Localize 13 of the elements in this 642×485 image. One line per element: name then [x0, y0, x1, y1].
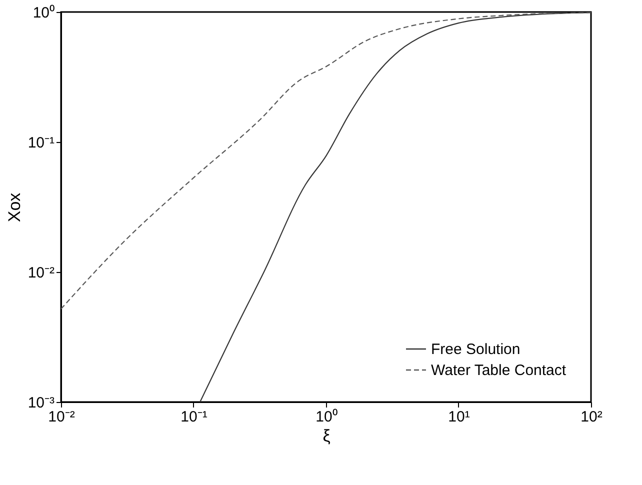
x-axis-title: ξ — [322, 426, 331, 446]
x-tick-label: 10⁻² — [48, 408, 75, 426]
x-tick-label: 10⁻¹ — [180, 408, 208, 426]
y-tick-label: 10⁻¹ — [28, 134, 54, 152]
x-tick-label: 10² — [580, 408, 602, 426]
legend-label: Water Table Contact — [431, 362, 567, 379]
y-tick-label: 10⁰ — [32, 4, 54, 22]
y-axis-title: Xox — [4, 192, 24, 222]
x-tick-label: 10⁰ — [316, 408, 338, 426]
y-tick-label: 10⁻² — [28, 264, 54, 282]
y-tick-label: 10⁻³ — [28, 394, 54, 412]
x-tick-label: 10¹ — [448, 408, 470, 426]
legend-label: Free Solution — [431, 341, 520, 358]
